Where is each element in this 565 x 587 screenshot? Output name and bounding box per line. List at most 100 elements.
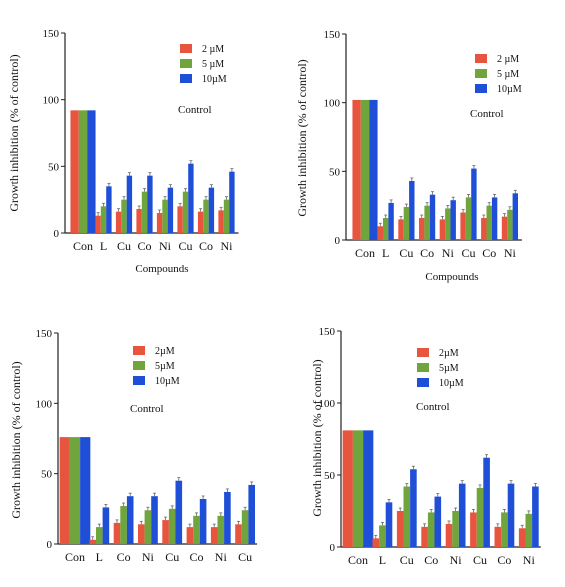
bar-2uM-cu-2 [115,211,122,233]
bar-10uM-l-1 [106,186,112,233]
y-tick-label: 150 [43,28,60,40]
bar-5uM-l-1 [96,527,103,544]
bar-10uM-co-6 [507,483,515,547]
bar-10uM-con-0 [363,430,374,547]
x-tick-label: Cu [399,246,413,260]
bar-2uM-co-6 [481,218,487,240]
bar-5uM-cu-5 [182,191,189,233]
bar-10uM-con-0 [80,437,91,544]
bar-10uM-cu-2 [410,469,417,547]
bar-5uM-ni-7 [223,199,230,233]
legend-swatch [417,378,429,387]
bar-10uM-ni-7 [532,486,539,547]
x-tick-label: Cu [238,550,252,564]
y-tick-label: 0 [330,542,336,554]
bar-10uM-con-0 [369,99,378,240]
x-tick-label: Co [199,239,213,253]
x-tick-label: Co [189,550,203,564]
chart-panel-4: 0 50 100 150 Growth inhibition (% of control… [310,326,541,567]
bar-2uM-ni-7 [218,210,224,233]
bar-2uM-co-3 [421,526,428,547]
bar-5uM-con-0 [69,437,81,544]
bar-5uM-ni-4 [162,199,168,233]
bar-5uM-ni-4 [445,208,451,240]
bar-5uM-con-0 [78,110,88,233]
bar-10uM-co-3 [429,194,436,240]
y-axis-label: Growth inhibition (% of control) [9,361,23,518]
bar-5uM-cu-2 [403,207,410,240]
bar-5uM-cu-5 [465,197,472,240]
bar-5uM-ni-7 [525,513,533,547]
y-tick-label: 100 [43,95,60,107]
x-tick-label: Ni [523,553,536,567]
y-tick-label: 100 [319,398,336,410]
bar-2uM-con-0 [59,437,70,544]
bar-10uM-ni-4 [450,200,456,240]
bar-2uM-co-2 [113,522,121,544]
bar-2uM-ni-4 [445,523,453,547]
bar-5uM-cu-7 [241,510,249,544]
x-tick-label: Ni [215,550,228,564]
bar-5uM-co-5 [193,515,200,544]
y-tick-label: 150 [319,326,336,338]
legend-label: 10µM [155,376,180,387]
bar-2uM-cu-2 [398,219,404,240]
x-tick-label: L [100,239,107,253]
legend-swatch [475,84,487,93]
bar-5uM-l-1 [100,206,107,233]
bar-10uM-ni-4 [458,483,466,547]
y-tick-label: 50 [324,470,336,482]
bar-10uM-ni-6 [224,491,231,544]
y-tick-label: 0 [47,539,53,551]
x-tick-label: Cu [178,239,192,253]
bar-2uM-co-3 [136,209,142,233]
y-tick-label: 100 [36,398,53,410]
bar-10uM-cu-2 [409,180,415,240]
bar-2uM-cu-2 [396,511,404,547]
bar-5uM-l-1 [379,525,386,547]
x-tick-label: Co [482,246,496,260]
bar-2uM-co-5 [186,527,194,544]
x-tick-label: Ni [221,239,234,253]
bar-2uM-ni-3 [138,524,145,544]
legend-label: 2µM [155,346,175,357]
x-tick-label: Co [117,550,131,564]
bar-2uM-co-3 [419,218,425,240]
bar-5uM-co-3 [427,512,435,547]
bar-10uM-con-0 [87,110,96,233]
bar-2uM-ni-4 [156,213,163,233]
x-tick-label: Con [73,239,93,253]
bar-5uM-ni-3 [144,510,152,544]
bar-10uM-co-2 [126,496,134,544]
chart-panel-2: 0 50 100 150 Growth inhibition (% of control… [295,29,522,283]
bar-10uM-ni-4 [167,187,174,233]
bar-2uM-cu-7 [235,524,242,544]
bar-2uM-l-1 [372,538,380,547]
legend-swatch [133,361,145,370]
x-tick-label: Con [348,553,368,567]
bar-10uM-ni-3 [151,496,158,544]
y-tick-label: 50 [329,166,341,178]
legend-label: 2µM [439,348,459,359]
bar-5uM-cu-2 [121,199,127,233]
bar-10uM-l-1 [388,202,394,240]
control-label: Control [416,401,450,413]
bar-10uM-co-3 [434,496,442,547]
bar-2uM-l-1 [89,539,96,544]
x-tick-label: Cu [165,550,179,564]
bar-5uM-con-0 [352,430,364,547]
bar-2uM-con-0 [352,99,361,240]
y-tick-label: 50 [48,161,60,173]
x-tick-label: Cu [473,553,487,567]
chart-panel-3: 0 50 100 150 Growth inhibition (% of control… [9,328,258,564]
bar-10uM-cu-5 [483,457,490,547]
bar-5uM-l-1 [383,218,389,240]
bar-2uM-ni-7 [518,528,526,547]
y-axis-label: Growth inhibition (% of control) [7,54,21,211]
legend-swatch [180,59,192,68]
y-axis-label: Growth inhibition (% of control) [295,59,309,216]
legend-label: 2 µM [202,44,224,55]
x-axis-label: Compounds [135,263,188,275]
legend-label: 5 µM [497,69,519,80]
x-tick-label: Ni [442,246,455,260]
